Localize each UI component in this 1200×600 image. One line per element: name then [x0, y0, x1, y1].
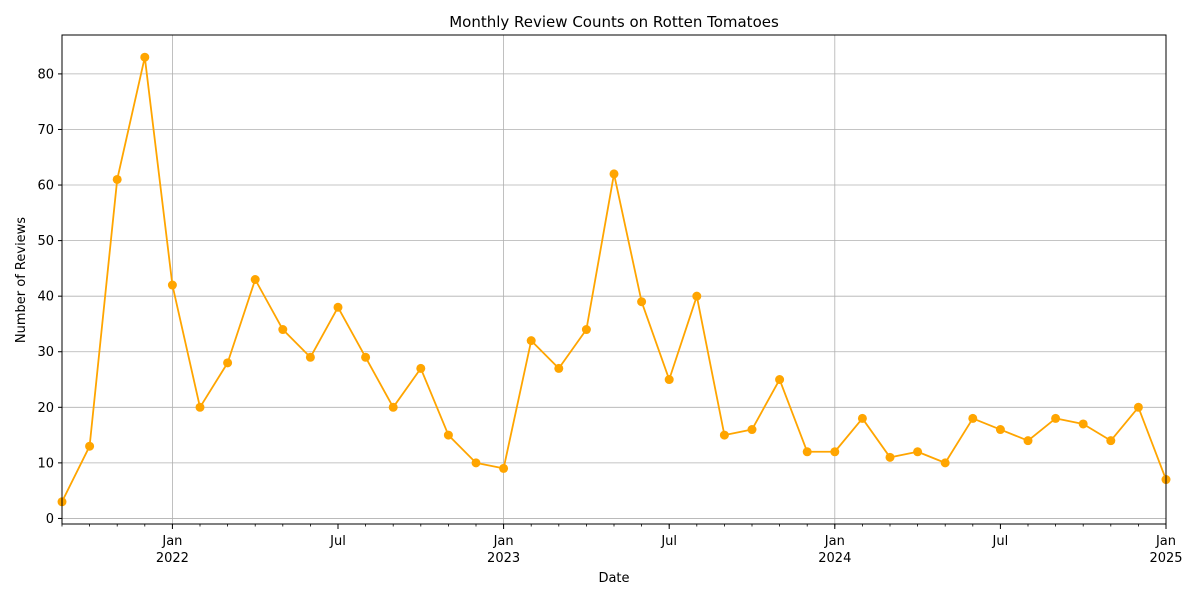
data-point	[167, 280, 177, 290]
x-tick-label: Jan	[824, 534, 845, 549]
y-tick-label: 80	[37, 67, 54, 82]
y-tick-label: 40	[37, 290, 54, 305]
x-tick-year-label: 2025	[1149, 551, 1182, 566]
x-tick-label: Jul	[992, 534, 1009, 549]
x-tick-label: Jan	[493, 534, 514, 549]
data-point	[250, 275, 260, 284]
y-axis: 0 10 20 30 40 50 60 70 80	[37, 67, 62, 527]
x-tick-label: Jan	[161, 534, 182, 549]
data-point	[1023, 436, 1033, 446]
data-point	[1051, 413, 1061, 423]
data-point	[554, 363, 564, 373]
data-point	[416, 363, 426, 373]
x-axis: Jan 2022 Jul Jan 2023 Jul Jan 2024 Jul Jan 2025	[61, 524, 1183, 566]
data-point	[1078, 419, 1088, 429]
data-point	[526, 336, 536, 346]
data-point	[1106, 436, 1116, 446]
y-tick-label: 0	[46, 512, 54, 527]
grid	[62, 35, 1166, 524]
data-point	[609, 169, 619, 179]
data-point	[885, 452, 895, 462]
y-tick-label: 70	[37, 123, 54, 138]
data-point	[499, 463, 509, 473]
data-point	[278, 325, 288, 335]
x-tick-year-label: 2022	[156, 551, 189, 566]
data-point	[747, 425, 757, 435]
data-point	[443, 430, 453, 440]
data-point	[857, 413, 867, 423]
data-point	[940, 458, 950, 468]
data-point	[361, 352, 371, 362]
data-point	[223, 358, 233, 368]
chart-title: Monthly Review Counts on Rotten Tomatoes	[449, 13, 779, 31]
data-point	[830, 447, 840, 457]
data-point	[913, 447, 923, 457]
x-tick-label: Jul	[660, 534, 677, 549]
data-point	[140, 52, 150, 62]
data-point	[719, 430, 729, 440]
x-tick-year-label: 2024	[818, 551, 851, 566]
series-line	[61, 56, 1167, 503]
data-point	[995, 425, 1005, 435]
data-point	[775, 375, 785, 385]
y-tick-label: 30	[37, 345, 54, 360]
y-tick-label: 10	[37, 456, 54, 471]
data-point	[664, 375, 674, 385]
data-point	[305, 352, 315, 362]
y-tick-label: 60	[37, 179, 54, 194]
x-tick-year-label: 2023	[487, 551, 520, 566]
data-point	[195, 402, 205, 412]
data-point	[581, 325, 591, 335]
data-point	[333, 302, 343, 312]
data-point	[1133, 402, 1143, 412]
data-point	[388, 402, 398, 412]
y-tick-label: 20	[37, 401, 54, 416]
data-point	[471, 458, 481, 468]
data-point	[112, 174, 122, 184]
data-point	[968, 413, 978, 423]
data-point	[637, 297, 647, 307]
series-layer	[57, 52, 1171, 507]
y-tick-label: 50	[37, 234, 54, 249]
data-point	[802, 447, 812, 457]
x-tick-label: Jul	[329, 534, 346, 549]
x-axis-title: Date	[598, 571, 629, 586]
y-axis-title: Number of Reviews	[14, 217, 29, 343]
data-point	[85, 441, 95, 451]
plot-frame	[61, 34, 1167, 525]
x-tick-label: Jan	[1155, 534, 1176, 549]
data-point	[692, 291, 702, 301]
